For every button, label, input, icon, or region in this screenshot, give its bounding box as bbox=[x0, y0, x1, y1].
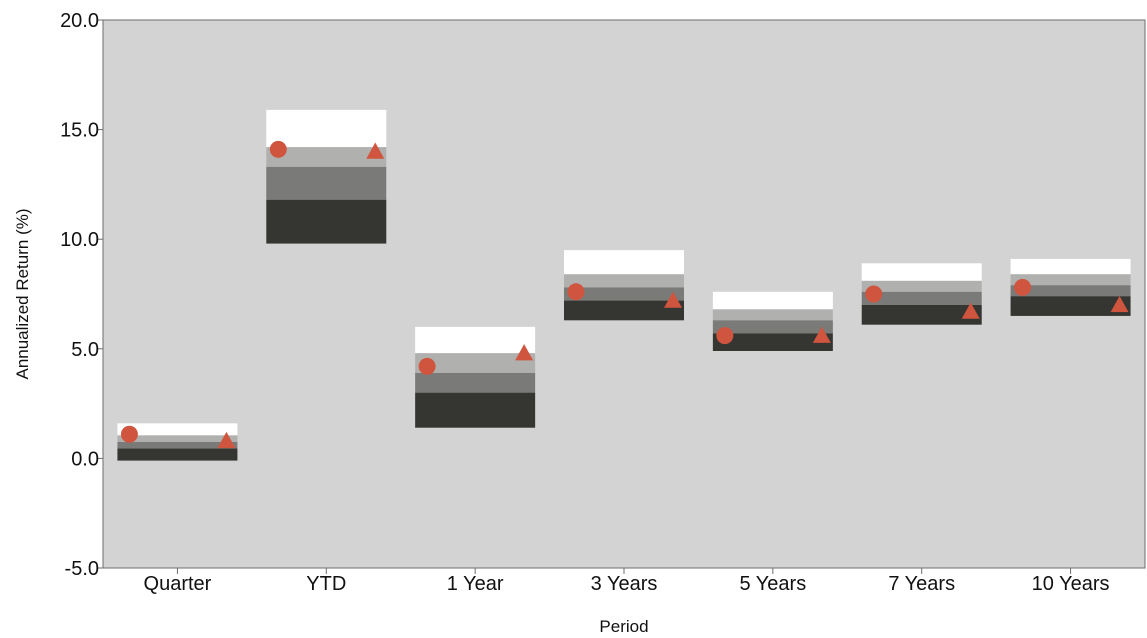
range-band-5 bbox=[861, 263, 982, 325]
y-axis: 20.0 15.0 10.0 5.0 0.0 -5.0 bbox=[60, 10, 103, 580]
bands-layer bbox=[117, 109, 1131, 461]
band-upper-segment bbox=[266, 147, 387, 167]
triangle-marker bbox=[1110, 295, 1129, 313]
x-tick-label: 1 Year bbox=[447, 573, 504, 595]
band-top-segment bbox=[861, 263, 982, 281]
band-bottom-segment bbox=[266, 199, 387, 244]
band-lower-segment bbox=[861, 291, 982, 305]
x-tick-label: 10 Years bbox=[1032, 573, 1110, 595]
x-tick-label: YTD bbox=[306, 573, 346, 595]
y-tick-label: 15.0 bbox=[60, 120, 99, 142]
circle-marker bbox=[567, 283, 585, 301]
x-tick-label: 7 Years bbox=[888, 573, 955, 595]
triangle-marker bbox=[664, 291, 682, 308]
band-lower-segment bbox=[1010, 285, 1131, 297]
band-top-segment bbox=[564, 250, 684, 275]
circle-marker bbox=[1014, 278, 1032, 296]
range-band-0 bbox=[117, 423, 238, 461]
band-upper-segment bbox=[712, 309, 833, 321]
y-tick-label: 0.0 bbox=[71, 448, 99, 470]
range-band-2 bbox=[415, 326, 536, 428]
range-band-4 bbox=[712, 291, 833, 351]
markers-layer bbox=[120, 140, 1129, 449]
band-bottom-segment bbox=[1010, 296, 1131, 316]
band-top-segment bbox=[117, 423, 238, 436]
band-top-segment bbox=[712, 291, 833, 310]
circle-marker bbox=[716, 327, 734, 345]
band-lower-segment bbox=[564, 287, 684, 301]
band-upper-segment bbox=[415, 353, 536, 373]
y-tick-label: -5.0 bbox=[65, 558, 99, 580]
x-axis-title: Period bbox=[599, 617, 648, 636]
band-bottom-segment bbox=[415, 392, 536, 428]
band-upper-segment bbox=[861, 280, 982, 292]
band-bottom-segment bbox=[861, 304, 982, 325]
range-band-3 bbox=[564, 250, 684, 321]
band-top-segment bbox=[415, 326, 536, 354]
x-tick-label: 3 Years bbox=[591, 573, 658, 595]
circle-marker bbox=[269, 140, 287, 158]
triangle-marker bbox=[812, 326, 831, 343]
x-tick-label: Quarter bbox=[144, 573, 212, 595]
y-tick-label: 10.0 bbox=[60, 229, 99, 251]
y-tick-label: 5.0 bbox=[71, 339, 99, 361]
y-axis-title: Annualized Return (%) bbox=[13, 208, 32, 379]
y-tick-label: 20.0 bbox=[60, 10, 99, 32]
band-lower-segment bbox=[712, 320, 833, 334]
triangle-marker bbox=[515, 344, 534, 361]
triangle-marker bbox=[961, 302, 980, 319]
band-upper-segment bbox=[564, 274, 684, 288]
triangle-marker bbox=[366, 142, 385, 159]
x-tick-label: 5 Years bbox=[739, 573, 806, 595]
band-upper-segment bbox=[1010, 274, 1131, 286]
band-lower-segment bbox=[415, 372, 536, 393]
band-top-segment bbox=[1010, 258, 1131, 275]
circle-marker bbox=[865, 285, 883, 303]
range-band-6 bbox=[1010, 258, 1131, 316]
circle-marker bbox=[418, 357, 436, 375]
band-bottom-segment bbox=[564, 300, 684, 321]
triangle-marker bbox=[217, 431, 236, 449]
band-lower-segment bbox=[266, 166, 387, 200]
band-lower-segment bbox=[117, 441, 238, 449]
band-bottom-segment bbox=[117, 448, 238, 461]
band-top-segment bbox=[266, 109, 387, 148]
band-bottom-segment bbox=[712, 333, 833, 351]
circle-marker bbox=[120, 425, 138, 443]
x-axis: Quarter YTD 1 Year 3 Years 5 Years 7 Years 10 … bbox=[144, 568, 1110, 595]
band-upper-segment bbox=[117, 435, 238, 442]
range-band-1 bbox=[266, 109, 387, 244]
